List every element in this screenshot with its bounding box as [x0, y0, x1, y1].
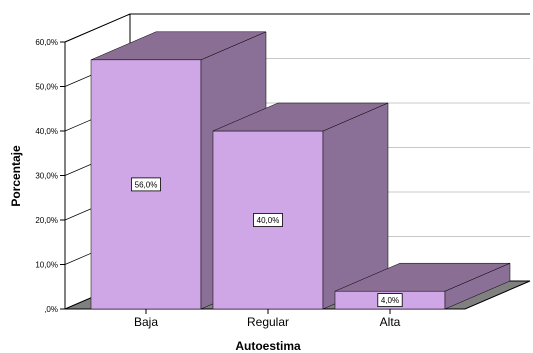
x-axis-title: Autoestima: [235, 339, 301, 353]
data-label: 56,0%: [135, 180, 158, 189]
bar-top: [212, 102, 389, 132]
y-tick-label: 60,0%: [35, 38, 58, 47]
x-tick-label: Baja: [134, 315, 158, 329]
y-tick-label: 40,0%: [35, 127, 58, 136]
y-tick-label: ,0%: [44, 305, 58, 314]
bars: 56,0% 40,0% 4,0%: [90, 31, 511, 310]
y-tick-label: 10,0%: [35, 261, 58, 270]
bar-alta: 4,0%: [334, 262, 511, 310]
bar-regular: 40,0%: [212, 102, 389, 310]
y-tick-label: 30,0%: [35, 172, 58, 181]
x-tick-label: Alta: [380, 315, 401, 329]
data-label-box: [253, 213, 283, 227]
bar-top: [334, 262, 511, 292]
data-label: 4,0%: [381, 296, 399, 305]
y-tick-depth: [64, 13, 131, 43]
y-tick-label: 20,0%: [35, 216, 58, 225]
y-tick-label: 50,0%: [35, 83, 58, 92]
x-tick-label: Regular: [247, 315, 289, 329]
data-label: 40,0%: [257, 216, 280, 225]
y-axis-title: Porcentaje: [9, 145, 23, 207]
bar-top: [90, 31, 267, 61]
data-label-box: [377, 293, 403, 308]
data-label-box: [131, 177, 161, 192]
x-axis-categories: Baja Regular Alta: [134, 309, 401, 329]
